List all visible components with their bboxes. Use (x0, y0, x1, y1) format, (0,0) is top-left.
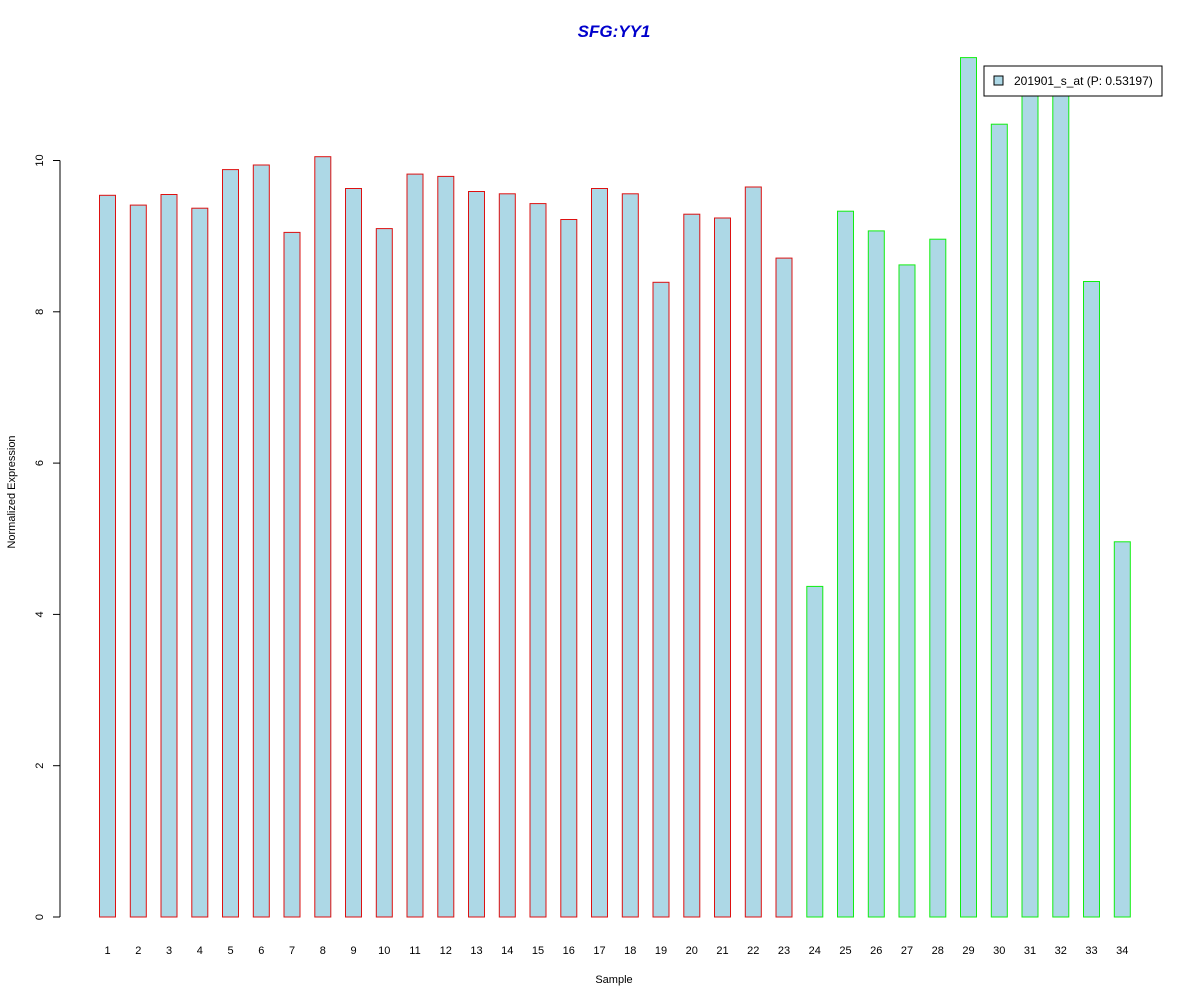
x-tick-label: 34 (1116, 945, 1128, 957)
bar-26 (867, 230, 885, 918)
legend-label: 201901_s_at (P: 0.53197) (1014, 74, 1153, 88)
bar-10 (375, 228, 393, 918)
bar-9 (345, 188, 362, 918)
x-tick-label: 10 (378, 945, 390, 957)
bar-4 (191, 207, 209, 918)
y-tick-label: 10 (34, 154, 46, 166)
bar-18 (621, 193, 639, 918)
bar-21 (714, 217, 731, 918)
x-tick-label: 28 (932, 945, 944, 957)
bar-32 (1052, 93, 1070, 918)
x-tick-label: 25 (839, 945, 851, 957)
bar-29 (960, 57, 977, 918)
bar-33 (1083, 281, 1100, 918)
chart-title: SFG:YY1 (578, 22, 651, 41)
x-tick-label: 22 (747, 945, 759, 957)
x-tick-label: 26 (870, 945, 882, 957)
bar-28 (929, 238, 947, 918)
y-tick-label: 0 (34, 914, 46, 920)
bar-11 (406, 173, 424, 918)
x-tick-label: 17 (593, 945, 605, 957)
y-tick-label: 2 (34, 763, 46, 769)
y-axis: 0 2 4 6 8 10 (34, 154, 61, 920)
bar-3 (160, 194, 178, 918)
x-tick-label: 20 (686, 945, 698, 957)
bar-2 (129, 204, 147, 918)
bar-5 (222, 169, 239, 918)
bar-22 (744, 186, 762, 918)
bar-20 (683, 213, 701, 918)
x-tick-label: 11 (409, 945, 420, 957)
x-tick-label: 14 (501, 945, 513, 957)
bar-25 (837, 210, 854, 918)
bar-14 (498, 193, 516, 918)
x-tick-label: 27 (901, 945, 913, 957)
x-tick-label: 24 (809, 945, 821, 957)
x-tick-label: 4 (197, 945, 203, 957)
bar-13 (468, 191, 485, 918)
x-tick-label: 32 (1055, 945, 1067, 957)
bar-6 (252, 164, 270, 918)
bar-24 (806, 585, 824, 918)
bar-34 (1113, 541, 1131, 918)
x-tick-label: 6 (258, 945, 264, 957)
x-tick-label: 8 (320, 945, 326, 957)
x-tick-label: 16 (563, 945, 575, 957)
legend-box (983, 65, 1163, 97)
y-tick-label: 4 (34, 611, 46, 617)
bar-1 (99, 194, 116, 918)
x-axis: 1 2 3 4 5 6 7 8 9 10 11 12 13 14 15 16 17 18 19 20 21 22 23 24 2… (104, 945, 1128, 957)
bar-19 (652, 281, 670, 918)
bar-31 (1021, 93, 1039, 918)
bar-7 (283, 231, 301, 918)
x-tick-label: 12 (440, 945, 452, 957)
y-axis-label: Normalized Expression (6, 435, 18, 548)
x-tick-label: 2 (135, 945, 141, 957)
x-tick-label: 7 (289, 945, 295, 957)
bar-30 (990, 123, 1008, 918)
bars-group (99, 57, 1131, 918)
x-tick-label: 9 (350, 945, 356, 957)
legend-swatch (993, 75, 1004, 86)
x-tick-label: 1 (104, 945, 110, 957)
x-tick-label: 21 (716, 945, 728, 957)
x-tick-label: 30 (993, 945, 1005, 957)
bar-23 (775, 257, 793, 918)
x-tick-label: 19 (655, 945, 667, 957)
bar-17 (591, 188, 608, 918)
x-tick-label: 31 (1024, 945, 1036, 957)
x-tick-label: 18 (624, 945, 636, 957)
y-tick-label: 8 (34, 309, 46, 315)
x-tick-label: 15 (532, 945, 544, 957)
y-tick-label: 6 (34, 460, 46, 466)
bar-16 (560, 219, 578, 918)
x-axis-label: Sample (595, 974, 632, 986)
x-tick-label: 23 (778, 945, 790, 957)
x-tick-label: 29 (962, 945, 974, 957)
x-tick-label: 13 (470, 945, 482, 957)
bar-15 (529, 203, 547, 918)
x-tick-label: 3 (166, 945, 172, 957)
bar-12 (437, 175, 455, 918)
legend: 201901_s_at (P: 0.53197) (983, 65, 1163, 97)
x-tick-label: 33 (1085, 945, 1097, 957)
x-tick-label: 5 (227, 945, 233, 957)
bar-27 (898, 264, 916, 918)
bar-8 (314, 156, 332, 918)
